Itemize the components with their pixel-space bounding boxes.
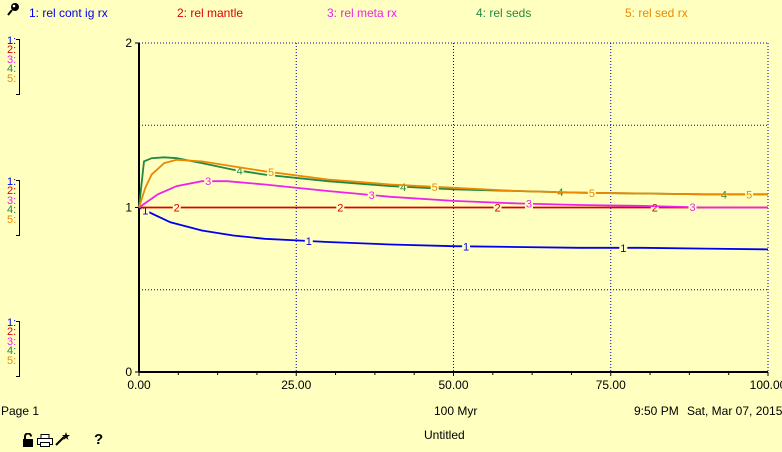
x-tick-label: 50.00 xyxy=(438,378,468,392)
series-label-bg xyxy=(336,201,345,213)
series-marker-label-1: 1 xyxy=(142,205,148,217)
axis-marker-5: 5: xyxy=(7,354,17,367)
axis-marker-3: 3: xyxy=(7,335,17,348)
series-label-bg xyxy=(688,201,697,213)
axis-bracket-mid xyxy=(16,180,20,236)
lock-icon[interactable] xyxy=(22,432,34,451)
legend-item-2: 2: rel mantle xyxy=(177,6,244,20)
series-marker-label-1: 1 xyxy=(463,241,469,253)
axis-marker-3: 3: xyxy=(7,53,17,66)
series-label-bg xyxy=(304,235,313,247)
y-tick-label: 2 xyxy=(125,36,132,50)
axis-marker-4: 4: xyxy=(7,204,17,217)
series-marker-label-4: 4 xyxy=(400,182,406,194)
series-marker-label-2: 2 xyxy=(337,203,343,215)
series-marker-label-3: 3 xyxy=(369,190,375,202)
series-label-bg xyxy=(587,186,596,198)
series-marker-label-3: 3 xyxy=(689,202,695,214)
series-label-bg xyxy=(619,241,628,253)
x-tick-label: 25.00 xyxy=(281,378,311,392)
axis-bracket-bottom xyxy=(16,321,20,377)
series-label-bg xyxy=(141,204,150,216)
series-label-bg xyxy=(430,180,439,192)
axis-marker-1: 1: xyxy=(7,317,17,329)
legend-item-5: 5: rel sed rx xyxy=(625,6,688,20)
legend-item-3: 3: rel meta rx xyxy=(327,6,398,20)
axis-marker-group-mid: 1: 2: 3: 4: 5: xyxy=(7,176,17,226)
series-label-bg xyxy=(493,201,502,213)
x-tick-label: 100.00 xyxy=(750,378,782,392)
series-label-bg xyxy=(367,189,376,201)
x-tick-label: 75.00 xyxy=(596,378,626,392)
series-line-1 xyxy=(138,206,769,251)
series-marker-label-4: 4 xyxy=(557,187,563,199)
date-label: Sat, Mar 07, 2015 xyxy=(687,404,782,418)
series-label-bg xyxy=(462,240,471,252)
series-marker-label-5: 5 xyxy=(268,167,274,179)
series-label-bg xyxy=(267,166,276,178)
series-label-bg xyxy=(204,175,213,187)
axis-marker-5: 5: xyxy=(7,213,17,226)
series-marker-label-4: 4 xyxy=(237,166,243,178)
magic-wand-icon[interactable] xyxy=(54,432,70,450)
series-marker-label-4: 4 xyxy=(721,189,727,201)
series-label-bg xyxy=(745,188,754,200)
series-marker-label-3: 3 xyxy=(526,199,532,211)
y-tick-label: 0 xyxy=(125,365,132,379)
series-marker-label-3: 3 xyxy=(205,176,211,188)
page-label: Page 1 xyxy=(1,404,40,418)
help-button[interactable]: ? xyxy=(94,431,104,448)
series-line-3 xyxy=(138,180,768,209)
graph-title: Untitled xyxy=(424,428,465,442)
x-unit-label: 100 Myr xyxy=(434,404,478,418)
axis-marker-group-top: 1: 2: 3: 4: 5: xyxy=(7,35,17,85)
axis-marker-group-bottom: 1: 2: 3: 4: 5: xyxy=(7,317,17,367)
print-icon[interactable] xyxy=(37,434,53,451)
y-tick-label: 1 xyxy=(125,201,132,215)
axis-marker-2: 2: xyxy=(7,44,17,57)
series-line-5 xyxy=(138,158,768,208)
series-label-bg xyxy=(172,201,181,213)
x-tick-label: 0.00 xyxy=(127,378,151,392)
series-marker-label-5: 5 xyxy=(432,182,438,194)
series-marker-label-5: 5 xyxy=(589,188,595,200)
series-label-bg xyxy=(524,197,533,209)
axis-marker-5: 5: xyxy=(7,72,17,85)
axis-marker-1: 1: xyxy=(7,35,17,47)
axis-marker-2: 2: xyxy=(7,326,17,339)
axis-bracket-top xyxy=(16,39,20,95)
axis-marker-4: 4: xyxy=(7,63,17,76)
axis-marker-2: 2: xyxy=(7,185,17,198)
series-label-bg xyxy=(235,164,244,176)
series-marker-label-5: 5 xyxy=(746,189,752,201)
series-marker-label-2: 2 xyxy=(652,203,658,215)
pin-icon[interactable] xyxy=(7,2,21,16)
axis-marker-4: 4: xyxy=(7,345,17,358)
axis-marker-3: 3: xyxy=(7,194,17,207)
series-marker-label-1: 1 xyxy=(620,243,626,255)
legend-item-4: 4: rel seds xyxy=(476,6,532,20)
series-label-bg xyxy=(399,180,408,192)
time-label: 9:50 PM xyxy=(634,404,679,418)
series-marker-label-2: 2 xyxy=(174,203,180,215)
series-marker-label-2: 2 xyxy=(494,203,500,215)
series-marker-label-1: 1 xyxy=(306,236,312,248)
axis-marker-1: 1: xyxy=(7,176,17,188)
legend-item-1: 1: rel cont ig rx xyxy=(29,6,108,20)
